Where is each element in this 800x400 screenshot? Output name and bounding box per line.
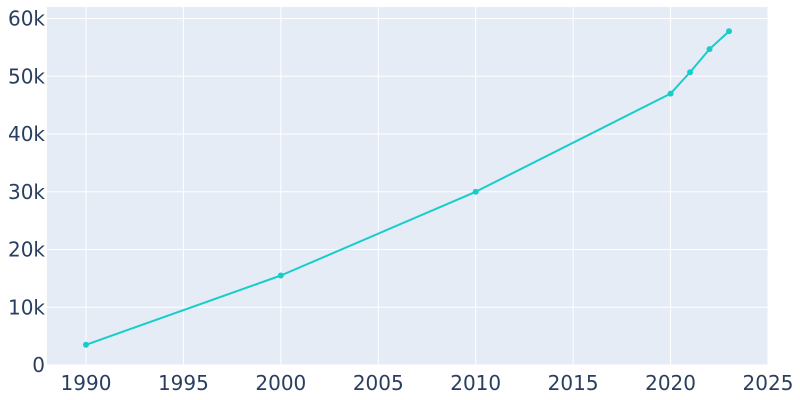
data-point-2000[interactable] (277, 272, 284, 279)
x-tick-label: 2025 (743, 371, 794, 395)
y-axis-tick-labels: 0 10k 20k 30k 40k 50k 60k (8, 7, 45, 377)
x-tick-label: 2015 (548, 371, 599, 395)
data-point-2010[interactable] (472, 188, 479, 195)
x-tick-label: 2005 (353, 371, 404, 395)
x-tick-label: 1995 (158, 371, 209, 395)
grid-lines (47, 7, 769, 366)
data-point-2021[interactable] (687, 69, 694, 76)
x-tick-label: 2000 (255, 371, 306, 395)
data-point-2020[interactable] (667, 90, 674, 97)
data-point-1990[interactable] (82, 341, 89, 348)
x-axis-tick-labels: 1990 1995 2000 2005 2010 2015 2020 2025 (61, 371, 794, 395)
y-tick-label: 10k (8, 295, 45, 319)
data-points (82, 28, 733, 348)
x-tick-label: 1990 (61, 371, 112, 395)
y-tick-label: 30k (8, 180, 45, 204)
y-tick-label: 20k (8, 238, 45, 262)
y-tick-label: 0 (32, 353, 45, 377)
y-tick-label: 40k (8, 122, 45, 146)
y-tick-label: 50k (8, 64, 45, 88)
y-tick-label: 60k (8, 7, 45, 31)
data-point-2023[interactable] (726, 28, 733, 35)
x-tick-label: 2010 (450, 371, 501, 395)
data-point-2022[interactable] (706, 46, 713, 53)
x-tick-label: 2020 (645, 371, 696, 395)
plot-area (47, 7, 768, 365)
